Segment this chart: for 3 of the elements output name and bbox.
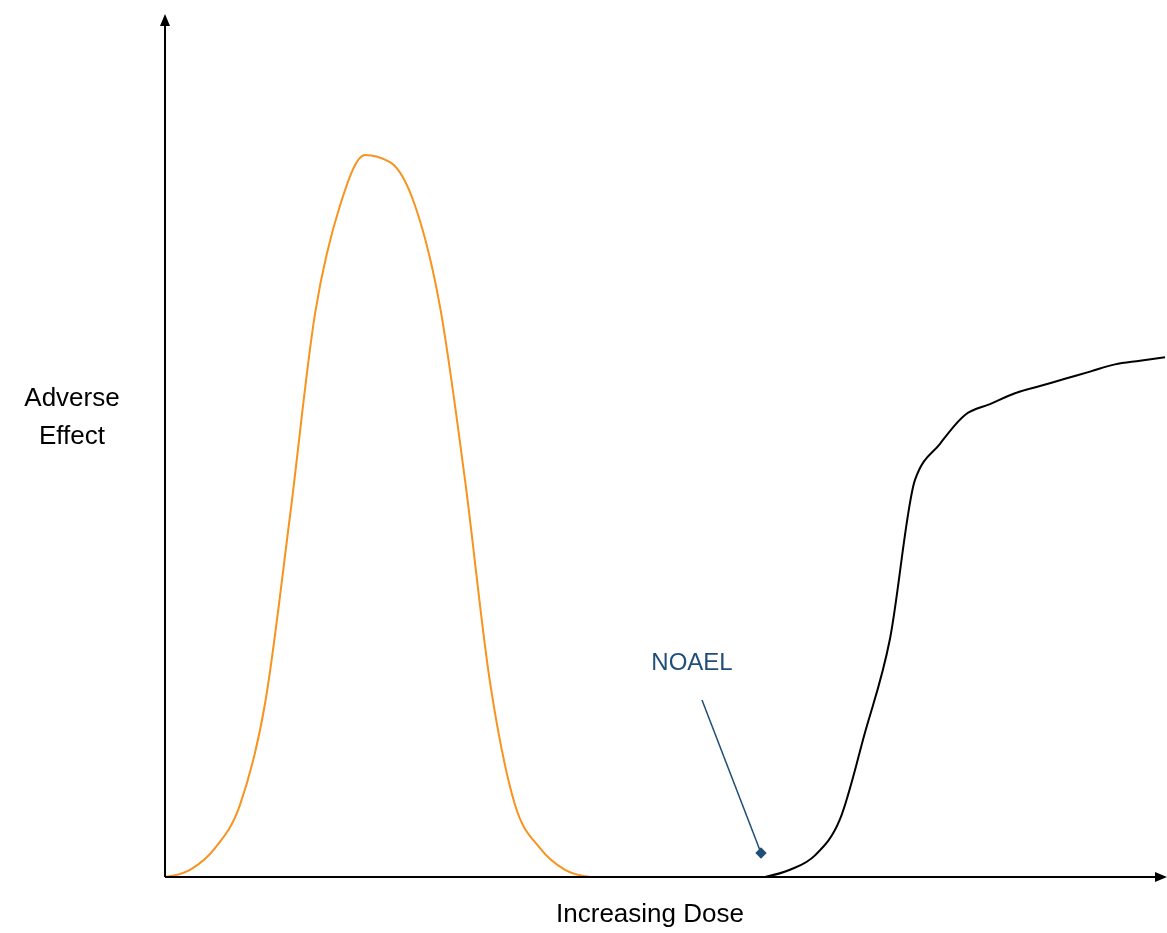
annotation: NOAEL	[651, 648, 733, 675]
y-axis-title: Adverse Effect	[24, 382, 120, 450]
x-axis-title: Increasing Dose	[556, 898, 744, 928]
